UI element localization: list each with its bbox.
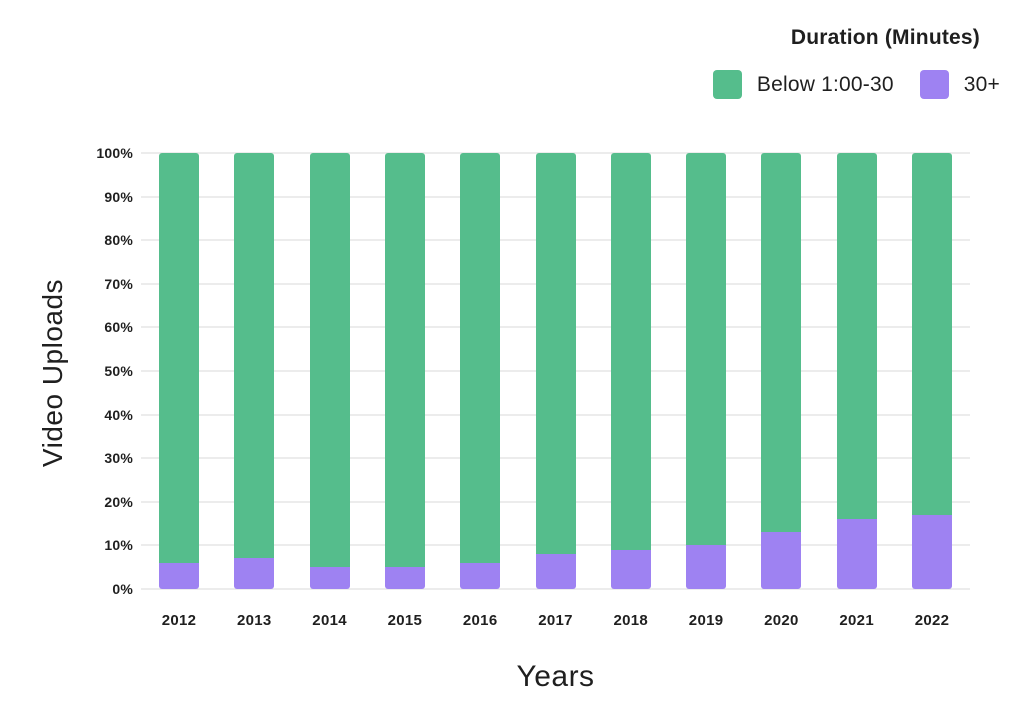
bar-segment-30-plus	[686, 545, 727, 589]
bar-segment-30-plus	[159, 563, 199, 589]
x-tick-label-2021: 2021	[839, 612, 874, 629]
bar-2012	[159, 153, 199, 589]
y-tick-label-10%: 10%	[104, 537, 133, 554]
x-tick-label-2012: 2012	[161, 612, 197, 629]
bar-2015	[384, 153, 425, 589]
bar-2022	[912, 153, 952, 589]
y-tick-label-70%: 70%	[104, 275, 133, 292]
y-tick-label-90%: 90%	[104, 188, 133, 205]
bar-segment-30-plus	[234, 558, 275, 589]
legend-swatch	[712, 70, 742, 99]
y-tick-label-60%: 60%	[104, 319, 133, 336]
y-tick-label-50%: 50%	[104, 363, 133, 379]
bar-segment-30-plus	[535, 554, 576, 589]
y-tick-label-40%: 40%	[104, 406, 133, 423]
bar-segment-30-plus	[610, 550, 651, 589]
bar-segment-below-1-00-30	[610, 153, 651, 550]
bar-segment-below-1-00-30	[384, 153, 425, 567]
bar-segment-30-plus	[912, 515, 952, 589]
bar-2019	[686, 153, 727, 589]
bar-segment-30-plus	[761, 532, 802, 589]
y-tick-label-30%: 30%	[104, 450, 133, 467]
x-tick-label-2018: 2018	[613, 612, 649, 629]
bar-2016	[460, 153, 501, 589]
bar-segment-below-1-00-30	[761, 153, 802, 532]
bar-segment-below-1-00-30	[159, 153, 199, 563]
plot-area	[141, 152, 970, 590]
x-tick-label-2013: 2013	[237, 612, 272, 629]
x-tick-label-2022: 2022	[914, 612, 950, 629]
bar-2013	[234, 153, 275, 589]
x-tick-label-2017: 2017	[538, 612, 573, 629]
bar-segment-below-1-00-30	[836, 153, 877, 519]
bar-segment-below-1-00-30	[460, 153, 501, 563]
x-tick-label-2019: 2019	[688, 612, 724, 629]
y-tick-label-20%: 20%	[104, 493, 133, 510]
bar-segment-30-plus	[836, 519, 877, 589]
bar-segment-below-1-00-30	[309, 153, 350, 567]
x-tick-label-2020: 2020	[764, 612, 799, 629]
bar-segment-below-1-00-30	[234, 153, 275, 558]
bar-2017	[535, 153, 576, 589]
legend-swatch	[919, 70, 949, 99]
y-tick-label-0%: 0%	[112, 581, 133, 597]
legend: Below 1:00-30 30+	[712, 70, 1000, 99]
x-tick-label-2014: 2014	[312, 612, 347, 629]
bar-segment-below-1-00-30	[912, 153, 952, 515]
x-tick-label-2015: 2015	[387, 612, 423, 629]
legend-title: Duration (Minutes)	[790, 26, 980, 49]
legend-label: Below 1:00-30	[756, 72, 894, 96]
y-axis-tick-labels: 0% 10% 20% 30% 40% 50% 60% 70% 80% 90% 100%	[0, 0, 133, 720]
legend-item-30-: 30+	[919, 70, 1000, 99]
y-tick-label-100%: 100%	[96, 145, 133, 161]
x-axis-title: Years	[516, 660, 595, 693]
bar-2021	[836, 153, 877, 589]
bar-segment-below-1-00-30	[535, 153, 576, 554]
y-tick-label-80%: 80%	[104, 232, 133, 249]
bar-segment-30-plus	[460, 563, 501, 589]
bar-segment-30-plus	[384, 567, 425, 589]
gridline-0%	[141, 588, 970, 590]
legend-label: 30+	[963, 72, 1000, 96]
bar-segment-below-1-00-30	[686, 153, 727, 545]
bar-2014	[309, 153, 350, 589]
bar-2020	[761, 153, 802, 589]
x-tick-label-2016: 2016	[462, 612, 498, 629]
bar-segment-30-plus	[309, 567, 350, 589]
bar-2018	[610, 153, 651, 589]
legend-item-below-1-00-30: Below 1:00-30	[712, 70, 894, 99]
